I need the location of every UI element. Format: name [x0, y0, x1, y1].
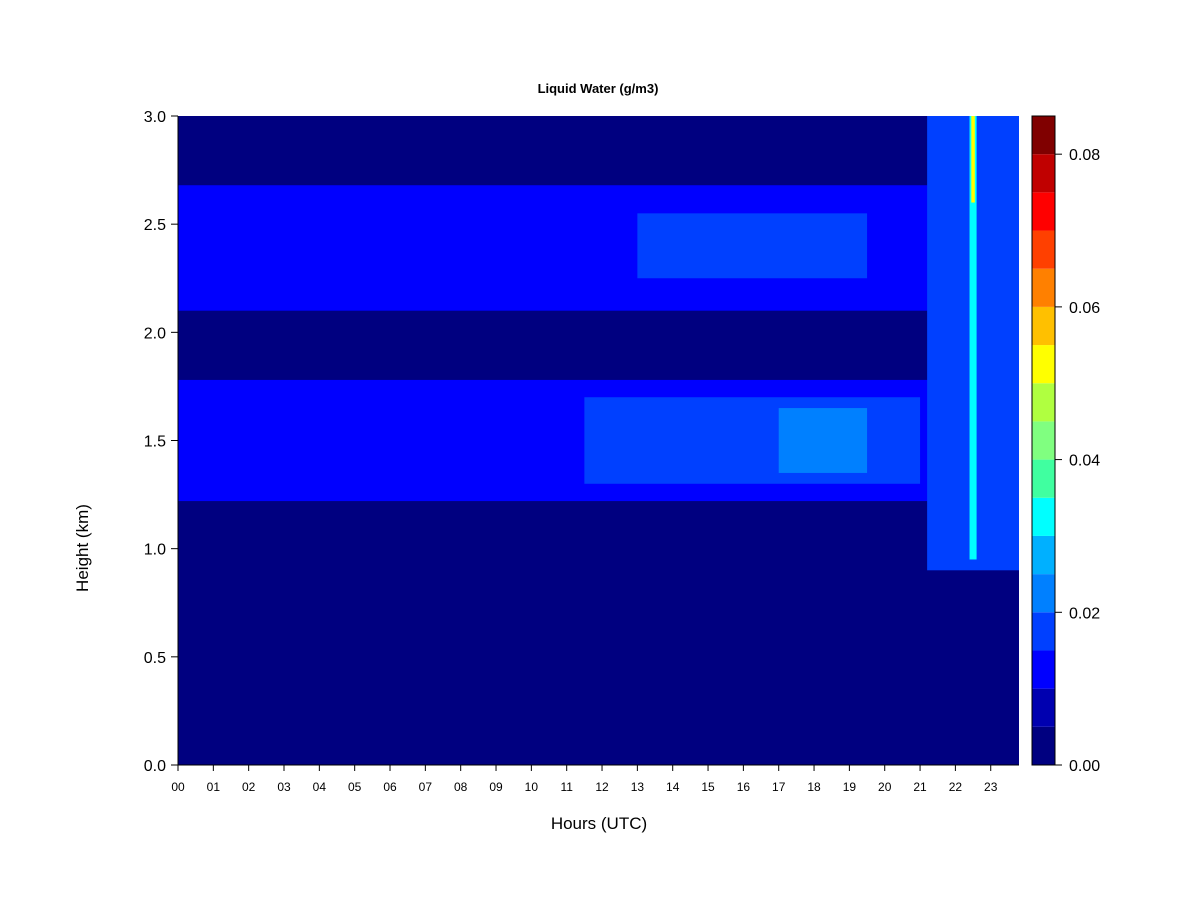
colorbar-tick-label: 0.06	[1069, 300, 1100, 317]
colorbar-frame	[1031, 115, 1056, 766]
x-tick-label: 16	[737, 780, 751, 794]
x-tick-label: 21	[913, 780, 927, 794]
x-tick-label: 10	[525, 780, 539, 794]
colorbar-tick-label: 0.00	[1069, 758, 1100, 775]
x-tick-label: 13	[631, 780, 645, 794]
y-tick-label: 0.5	[144, 650, 166, 667]
x-tick-label: 00	[171, 780, 185, 794]
colorbar-segment	[1032, 535, 1055, 575]
field-region-3	[584, 397, 921, 484]
x-tick-label: 03	[277, 780, 291, 794]
colorbar-segment	[1032, 688, 1055, 727]
y-tick-label: 3.0	[144, 109, 166, 126]
colorbar-segment	[1032, 154, 1055, 193]
colorbar-tick-label: 0.02	[1069, 605, 1100, 622]
x-tick-label: 02	[242, 780, 256, 794]
x-tick-label: 17	[772, 780, 786, 794]
y-axis: 0.0 0.5 1.0 1.5 2.0 2.5 3.0	[144, 109, 179, 775]
x-tick-label: 19	[843, 780, 857, 794]
x-tick-label: 15	[701, 780, 715, 794]
colorbar-segment	[1032, 650, 1055, 689]
colorbar-segment	[1032, 574, 1055, 613]
plot-area	[178, 116, 1019, 765]
x-tick-label: 14	[666, 780, 680, 794]
x-tick-label: 09	[489, 780, 503, 794]
colorbar-segment	[1032, 421, 1055, 460]
colorbar-segment	[1032, 230, 1055, 269]
colorbar-segment	[1032, 726, 1055, 765]
x-tick-label: 06	[383, 780, 397, 794]
x-tick-label: 07	[419, 780, 433, 794]
colorbar-tick-label: 0.04	[1069, 453, 1100, 470]
colorbar-segment	[1032, 306, 1055, 346]
y-axis-label: Height (km)	[73, 504, 92, 592]
y-tick-label: 0.0	[144, 758, 166, 775]
chart-title: Liquid Water (g/m3)	[538, 81, 659, 96]
colorbar-segment	[1032, 192, 1055, 231]
colorbar-axis: 0.00 0.02 0.04 0.06 0.08	[1055, 147, 1100, 775]
colorbar-segment	[1032, 612, 1055, 651]
colorbar-segment	[1032, 116, 1055, 155]
y-tick-label: 2.0	[144, 325, 166, 342]
field-region-2	[637, 213, 868, 279]
x-tick-label: 01	[207, 780, 221, 794]
colorbar-segment	[1032, 345, 1055, 384]
colorbar	[1031, 115, 1056, 766]
x-tick-label: 18	[807, 780, 821, 794]
x-tick-label: 20	[878, 780, 892, 794]
field-region-0	[178, 185, 1019, 311]
x-tick-label: 12	[595, 780, 609, 794]
colorbar-segment	[1032, 383, 1055, 422]
y-tick-label: 2.5	[144, 217, 166, 234]
x-tick-label: 11	[560, 780, 573, 794]
x-tick-label: 22	[949, 780, 963, 794]
field-region-4	[778, 408, 868, 473]
colorbar-segment	[1032, 268, 1055, 307]
x-tick-label: 04	[313, 780, 327, 794]
x-tick-label: 05	[348, 780, 362, 794]
colorbar-segment	[1032, 459, 1055, 498]
y-tick-label: 1.0	[144, 542, 166, 559]
colorbar-segment	[1032, 497, 1055, 536]
y-tick-label: 1.5	[144, 434, 166, 451]
x-tick-label: 08	[454, 780, 468, 794]
field-region-7	[971, 116, 975, 203]
colorbar-tick-label: 0.08	[1069, 147, 1100, 164]
x-axis: 00 01 02 03 04 05 06 07 08 09 10 11 12 13 14 15 16 17 18 19…	[171, 764, 1019, 794]
x-axis-label: Hours (UTC)	[551, 814, 647, 833]
field-region-6	[969, 116, 977, 560]
x-tick-label: 23	[984, 780, 998, 794]
